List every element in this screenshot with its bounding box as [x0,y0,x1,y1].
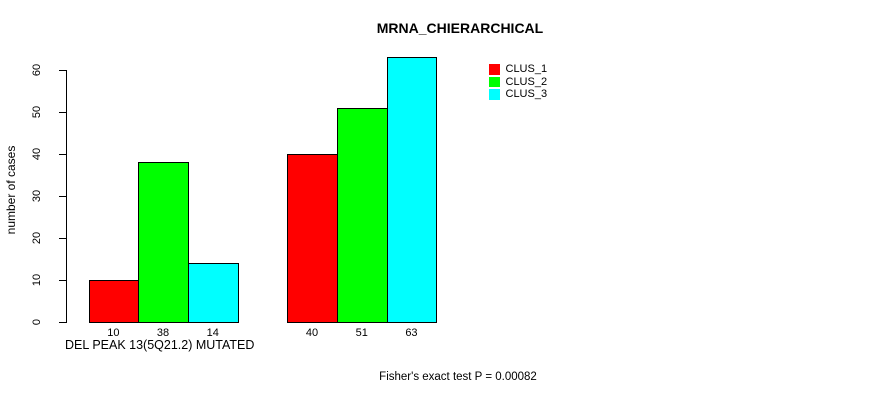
legend: CLUS_1 CLUS_2 CLUS_3 [489,63,547,101]
y-tick-label: 20 [31,231,43,245]
y-axis-tick [59,280,66,281]
y-axis-tick [59,238,66,239]
annotation-text: Fisher's exact test P = 0.00082 [379,371,537,383]
y-axis-tick [59,322,66,323]
y-axis-tick [59,196,66,197]
legend-label: CLUS_3 [505,88,548,101]
bar-clus_3-group1 [187,263,239,323]
legend-item: CLUS_3 [489,88,547,101]
bar-value-label: 14 [206,327,219,339]
bar-value-label: 63 [405,327,418,339]
bar-clus_2-group1 [138,162,189,323]
x-axis-label: DEL PEAK 13(5Q21.2) MUTATED [65,338,255,352]
legend-label: CLUS_1 [505,63,548,76]
bar-clus_1-group1 [88,280,140,323]
bar-value-label: 51 [355,327,368,339]
bar-clus_3-group2 [386,57,438,323]
y-tick-label: 40 [31,147,43,161]
legend-swatch-clus_1 [489,64,500,75]
bar-value-label: 40 [305,327,319,339]
y-tick-label: 10 [31,273,43,287]
bar-value-label: 10 [107,327,120,339]
legend-swatch-clus_2 [489,76,500,87]
y-tick-label: 50 [31,105,43,119]
y-tick-label: 0 [31,318,43,326]
y-axis-tick [59,112,66,113]
y-tick-label: 60 [31,63,43,77]
y-axis-tick [59,70,66,71]
bar-clus_1-group2 [287,154,338,323]
legend-label: CLUS_2 [505,75,548,88]
y-axis-label: number of cases [4,145,18,235]
chart-title: MRNA_CHIERARCHICAL [376,20,544,36]
legend-item: CLUS_2 [489,76,547,89]
y-tick-label: 30 [31,189,43,203]
y-axis-line [66,70,67,323]
bar-clus_2-group2 [336,107,388,323]
y-axis-tick [59,154,66,155]
legend-item: CLUS_1 [489,63,547,76]
bar-value-label: 38 [156,327,170,339]
legend-swatch-clus_3 [489,89,500,100]
